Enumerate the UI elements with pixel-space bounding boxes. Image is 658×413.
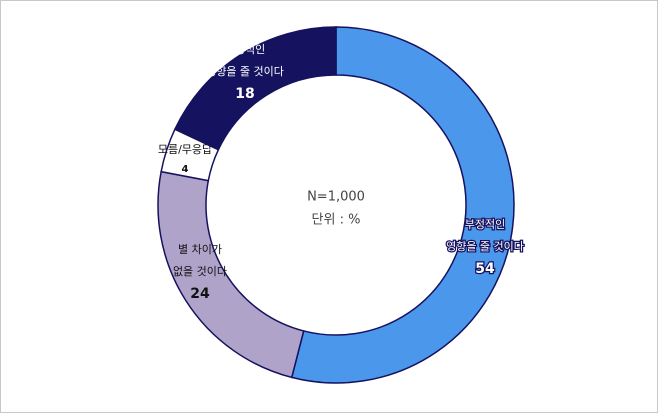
segment-label: 모름/무응답 xyxy=(158,143,212,156)
value-label: 18 xyxy=(235,86,254,102)
segment-label: 긍정적인 xyxy=(225,43,265,56)
segment-label: 영향을 줄 것이다 xyxy=(206,65,284,78)
donut-segment xyxy=(173,26,337,151)
segment-label: 별 차이가 xyxy=(178,243,222,256)
segment-label: 없을 것이다 xyxy=(173,265,227,278)
segment-label: 부정적인 xyxy=(465,218,505,231)
segment-label: 영향을 줄 것이다 xyxy=(446,240,524,253)
value-label: 54 xyxy=(475,261,495,277)
sample-size: N=1,000 xyxy=(307,190,365,205)
donut-segment xyxy=(290,26,515,384)
value-label: 4 xyxy=(182,164,189,175)
unit-note: 단위 : % xyxy=(312,213,361,228)
value-label: 24 xyxy=(190,286,210,302)
